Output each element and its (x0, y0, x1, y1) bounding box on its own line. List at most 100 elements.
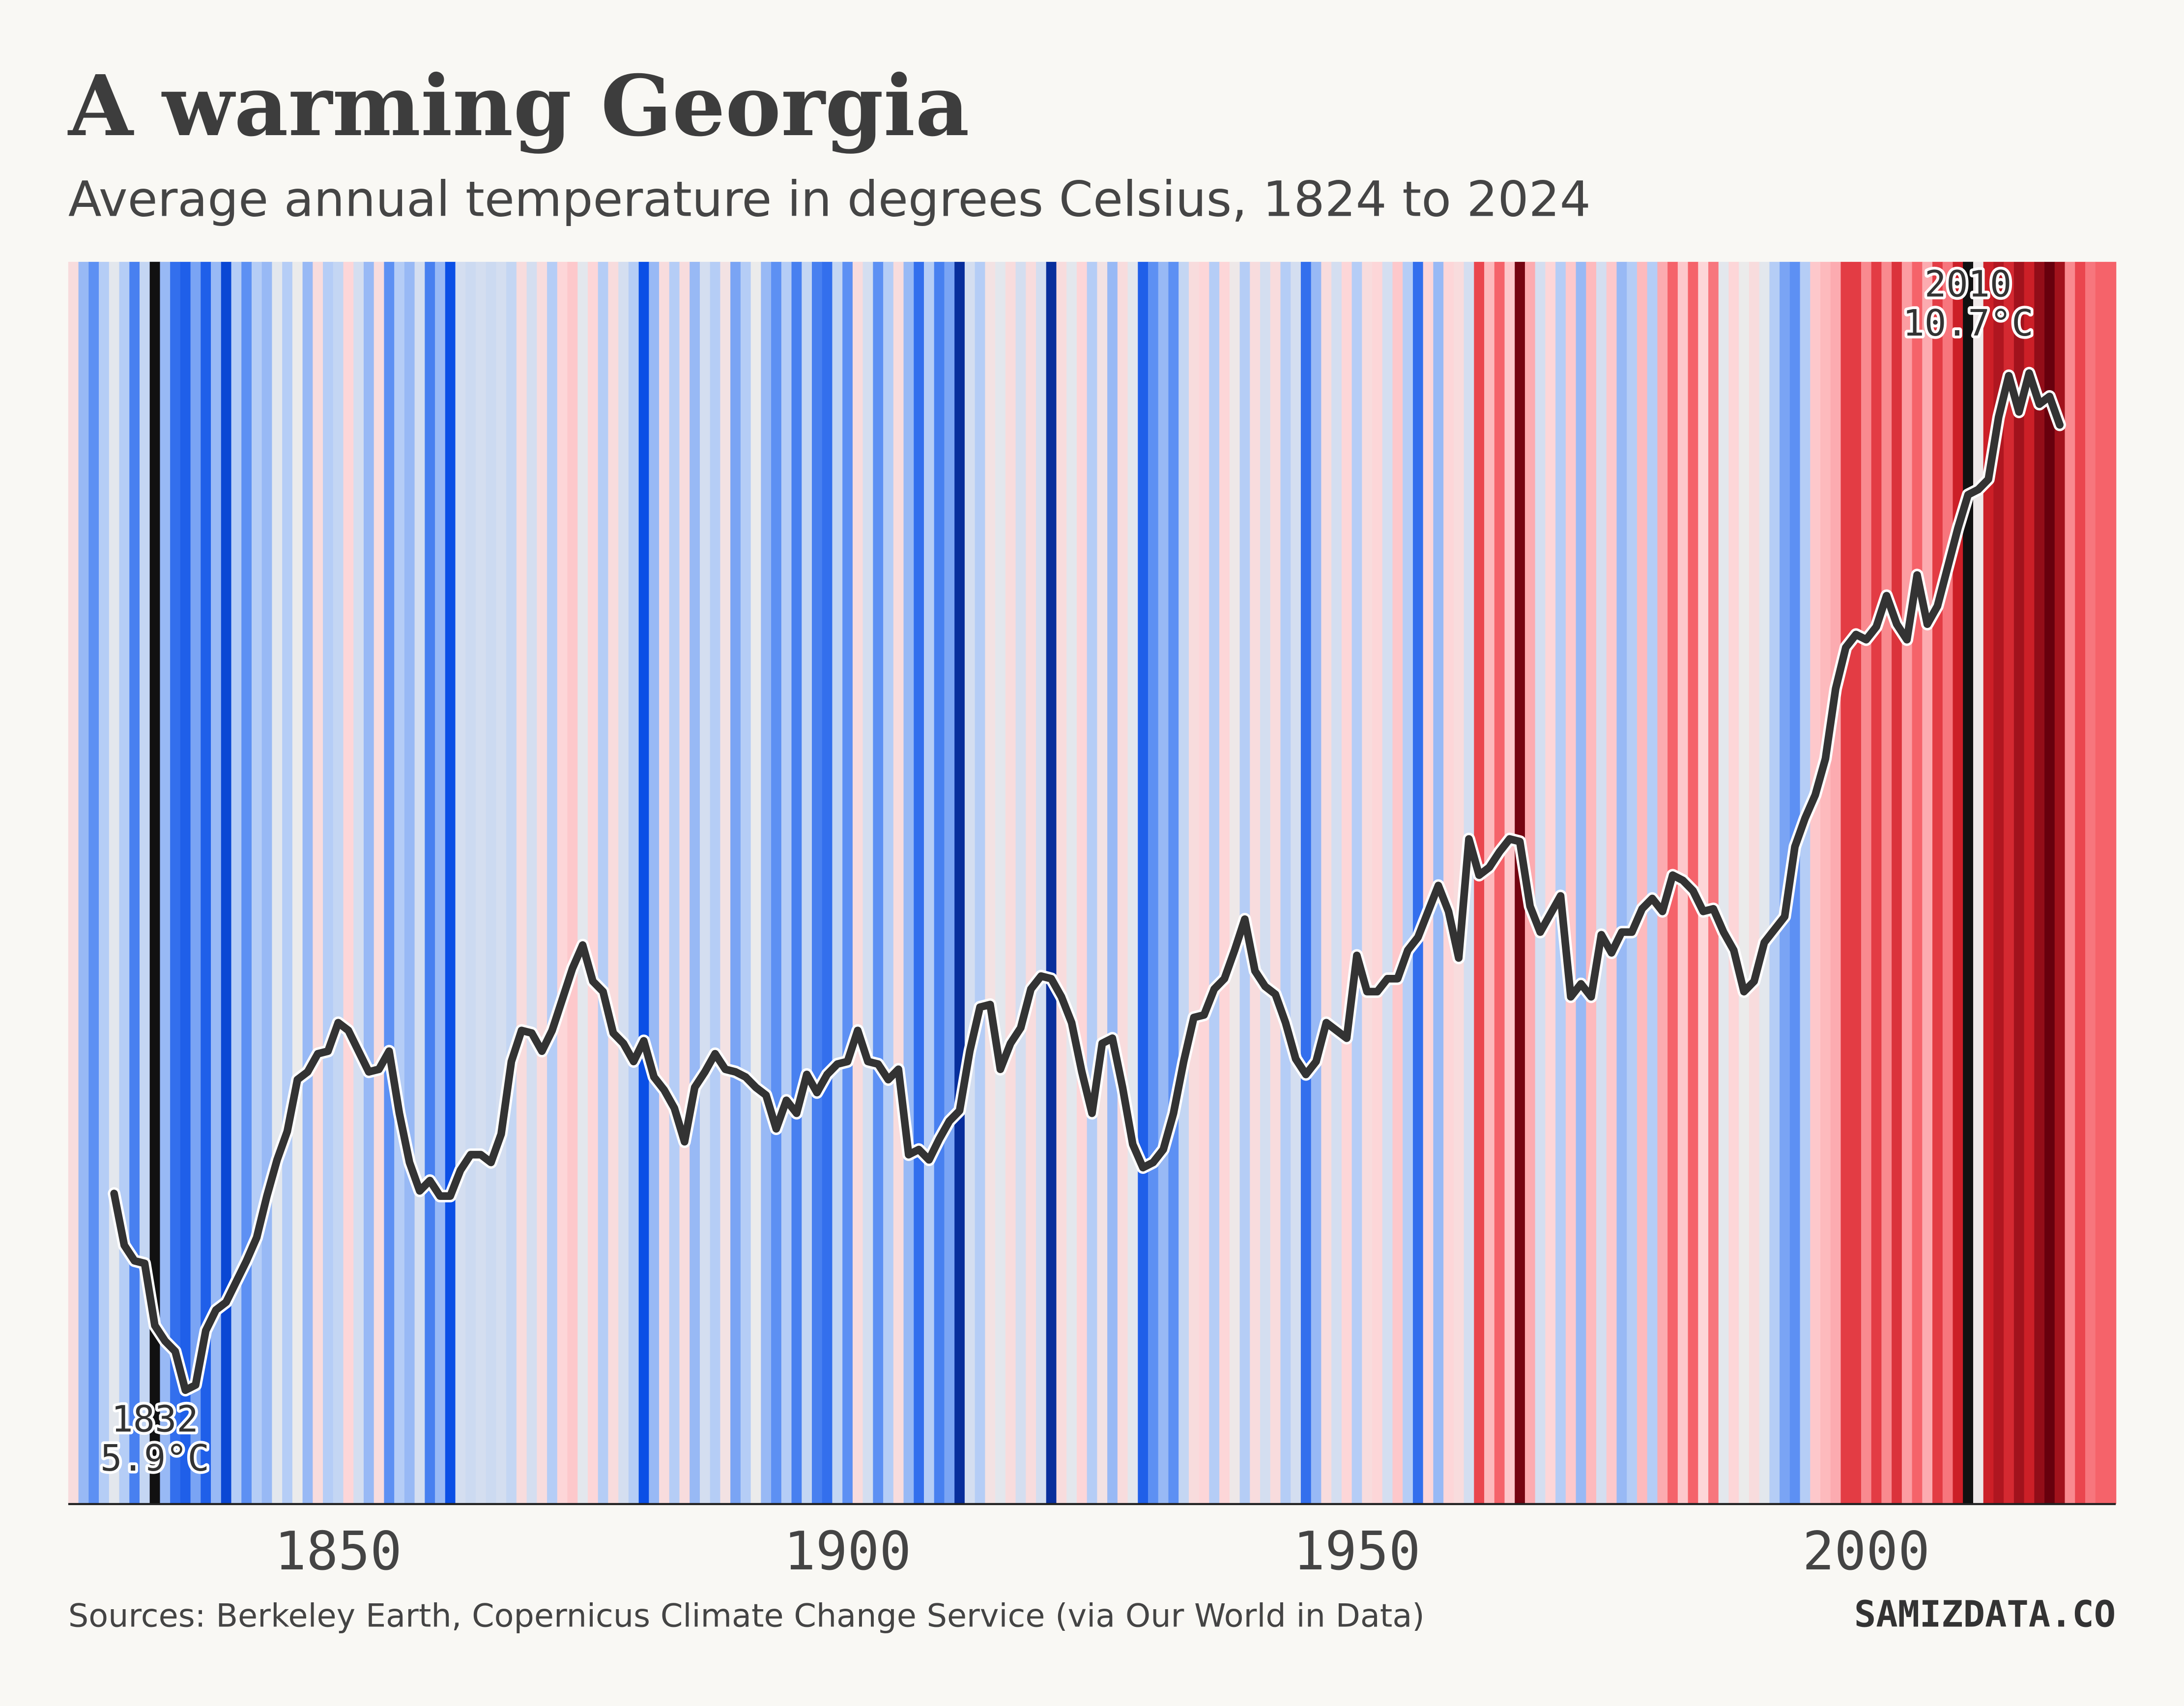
stripe (1260, 261, 1271, 1504)
annotation-year: 1832 (111, 1399, 198, 1441)
stripe (2054, 261, 2066, 1504)
stripe (475, 261, 487, 1504)
stripe (1117, 261, 1128, 1504)
stripe (1840, 261, 1852, 1504)
stripe (1015, 261, 1027, 1504)
stripe (771, 261, 782, 1504)
stripe (1046, 261, 1057, 1504)
stripe (1576, 261, 1587, 1504)
stripe (740, 261, 751, 1504)
stripe (1912, 261, 1923, 1504)
stripe (1627, 261, 1638, 1504)
stripe (241, 261, 253, 1504)
stripe (1382, 261, 1393, 1504)
stripe (587, 261, 599, 1504)
stripe (1922, 261, 1933, 1504)
stripe (2004, 261, 2014, 1504)
stripe (1892, 261, 1902, 1504)
stripe (1403, 261, 1414, 1504)
stripe (1749, 261, 1760, 1504)
stripe (618, 261, 630, 1504)
stripe (1076, 261, 1088, 1504)
stripe (516, 261, 527, 1504)
stripe (659, 261, 670, 1504)
stripe (873, 261, 884, 1504)
extreme-marker (149, 261, 160, 1504)
stripe (923, 261, 935, 1504)
stripe (201, 261, 212, 1504)
stripe (302, 261, 314, 1504)
stripe (1983, 261, 1994, 1504)
stripe (180, 261, 191, 1504)
stripe (1311, 261, 1322, 1504)
stripe (710, 261, 721, 1504)
stripe (1239, 261, 1251, 1504)
stripe (995, 261, 1006, 1504)
stripe (1423, 261, 1434, 1504)
stripe (649, 261, 660, 1504)
stripe (791, 261, 803, 1504)
annotation-value: 10.7°C (1903, 303, 2034, 344)
annotation-value: 5.9°C (100, 1438, 209, 1479)
stripe (455, 261, 466, 1504)
stripe (1087, 261, 1098, 1504)
stripe (1178, 261, 1190, 1504)
stripe (323, 261, 334, 1504)
stripe (1005, 261, 1016, 1504)
stripe (292, 261, 303, 1504)
stripe (119, 261, 130, 1504)
stripe (88, 261, 100, 1504)
stripe (1647, 261, 1658, 1504)
stripe (496, 261, 507, 1504)
stripe (1586, 261, 1597, 1504)
chart-subtitle: Average annual temperature in degrees Ce… (68, 171, 1591, 227)
stripe (1708, 261, 1719, 1504)
stripe (282, 261, 293, 1504)
stripe (2044, 261, 2055, 1504)
stripe (903, 261, 915, 1504)
stripe (1107, 261, 1118, 1504)
stripe (353, 261, 365, 1504)
stripe (1291, 261, 1302, 1504)
stripe (1341, 261, 1352, 1504)
stripe (1728, 261, 1740, 1504)
stripe (1596, 261, 1607, 1504)
stripe (343, 261, 354, 1504)
x-tick-label: 2000 (1803, 1521, 1930, 1582)
stripe (1993, 261, 2005, 1504)
stripe (190, 261, 201, 1504)
stripe (1739, 261, 1750, 1504)
stripe (954, 261, 966, 1504)
stripe (1484, 261, 1495, 1504)
stripe (690, 261, 701, 1504)
stripe (1351, 261, 1363, 1504)
stripe (781, 261, 792, 1504)
stripe (699, 261, 711, 1504)
stripe (435, 261, 446, 1504)
stripe (1026, 261, 1037, 1504)
stripe (2075, 261, 2086, 1504)
temperature-line (110, 369, 2064, 1394)
stripe (1474, 261, 1485, 1504)
stripe (384, 261, 395, 1504)
x-tick-label: 1850 (274, 1521, 402, 1582)
stripe (261, 261, 273, 1504)
stripe (139, 261, 150, 1504)
stripe (1372, 261, 1383, 1504)
stripe (608, 261, 619, 1504)
stripe (802, 261, 813, 1504)
stripe (68, 261, 79, 1504)
stripe (1412, 261, 1424, 1504)
stripe (1616, 261, 1628, 1504)
stripe (1759, 261, 1770, 1504)
stripe (761, 261, 772, 1504)
stripe (1637, 261, 1648, 1504)
stripe (1718, 261, 1729, 1504)
stripe (394, 261, 405, 1504)
stripe (811, 261, 823, 1504)
stripe (1056, 261, 1067, 1504)
stripe (1657, 261, 1668, 1504)
